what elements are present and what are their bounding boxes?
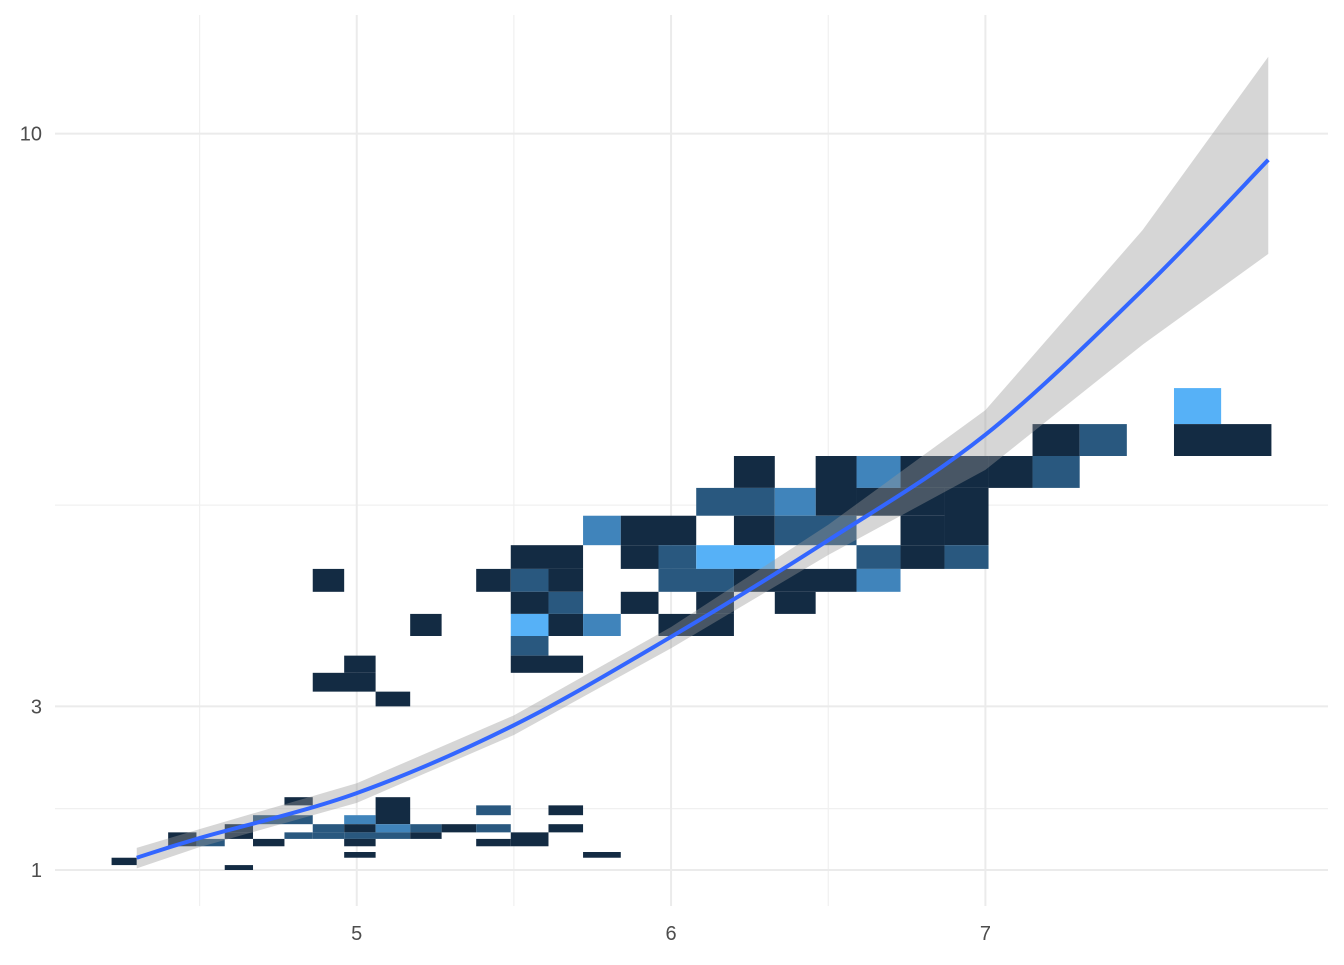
y-tick-label: 3 xyxy=(31,696,42,718)
bin-tile xyxy=(312,824,345,833)
bin-tile xyxy=(548,568,584,592)
bin-tile xyxy=(476,838,511,847)
bin-tile xyxy=(284,797,313,806)
bin-tile xyxy=(476,568,511,592)
bin-tile xyxy=(658,545,697,569)
confidence-band xyxy=(136,56,1269,869)
bin-tile xyxy=(410,613,442,636)
bin-tile xyxy=(548,805,584,816)
bin-tile xyxy=(815,456,857,516)
bin-tile xyxy=(111,857,137,866)
bin-tile xyxy=(696,545,775,569)
bin-tile xyxy=(583,852,621,858)
bin-tile xyxy=(900,456,989,488)
bin-tile xyxy=(856,568,901,592)
y-tick-label: 10 xyxy=(20,124,42,146)
bin-tile xyxy=(344,815,376,825)
bin-tile xyxy=(900,545,945,569)
y-tick-label: 1 xyxy=(31,860,42,882)
bin-tile xyxy=(510,545,584,569)
bin-tile xyxy=(696,591,734,614)
bin-tile xyxy=(410,824,442,833)
bin-tile xyxy=(988,456,1033,488)
bin-tile xyxy=(944,545,989,569)
bin-tile xyxy=(476,805,511,816)
bin-tile xyxy=(344,852,376,858)
bin-tile xyxy=(375,691,411,707)
bin-tile xyxy=(510,613,549,636)
bin-tile xyxy=(733,456,775,488)
bin-tile xyxy=(344,832,411,839)
bin-tile xyxy=(344,655,376,673)
bin-tile xyxy=(856,545,901,569)
bin-tile xyxy=(944,487,989,546)
x-tick-label: 5 xyxy=(351,923,362,945)
bin-tile xyxy=(856,456,901,488)
bin-tile xyxy=(548,613,584,636)
bin-tile xyxy=(658,568,734,592)
bin-tile xyxy=(1173,388,1222,425)
smooth-line xyxy=(136,158,1270,860)
bin-tile xyxy=(1173,424,1272,456)
bin-tile xyxy=(1079,424,1127,456)
bin-tile xyxy=(441,824,477,833)
bin-tile xyxy=(510,655,584,673)
bin-tile xyxy=(583,515,621,546)
bin-tile xyxy=(1032,456,1080,488)
bin-tile xyxy=(620,515,697,546)
bin-tile xyxy=(510,591,549,614)
bin-tile xyxy=(312,568,345,592)
bin-tile xyxy=(224,865,254,870)
bin-tile xyxy=(375,797,411,825)
x-tick-label: 6 xyxy=(666,923,677,945)
bin-tile xyxy=(900,515,945,546)
bin-tile xyxy=(1032,424,1080,456)
bin-tile xyxy=(196,838,225,847)
bin-tile xyxy=(510,636,549,656)
bin-tile xyxy=(583,613,621,636)
bin-tile xyxy=(344,838,376,847)
bin-tile xyxy=(284,832,313,839)
bin-tile xyxy=(733,515,775,546)
bin-tile xyxy=(774,487,816,516)
bin-tile xyxy=(253,838,285,847)
bin-tile xyxy=(312,672,376,692)
bin-tile xyxy=(224,832,254,839)
bin-tile xyxy=(375,824,411,833)
bin-tile xyxy=(410,832,442,839)
bin-tile xyxy=(476,824,511,833)
bin-tile xyxy=(733,568,857,592)
bin-tile xyxy=(658,613,734,636)
bin-tile xyxy=(344,824,376,833)
bin-tile xyxy=(548,824,584,833)
bin-tile xyxy=(510,832,549,847)
bin-tile xyxy=(253,815,313,825)
bin-tile xyxy=(510,568,549,592)
bin-tile xyxy=(548,591,584,614)
bin-tile xyxy=(774,591,816,614)
x-tick-label: 7 xyxy=(980,923,991,945)
bin-tile xyxy=(620,591,659,614)
bin-tile xyxy=(696,487,775,516)
bin-tile xyxy=(620,545,659,569)
bin-tile xyxy=(312,832,345,839)
